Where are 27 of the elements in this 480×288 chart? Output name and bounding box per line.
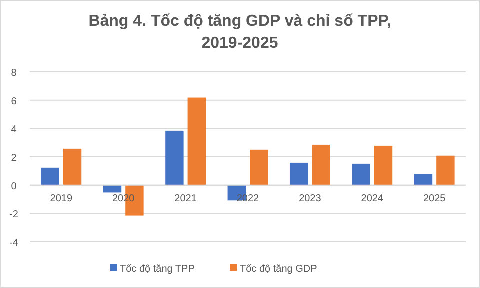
- x-tick-label: 2023: [299, 193, 322, 204]
- x-tick-label: 2025: [423, 193, 446, 204]
- y-tick-label: 4: [11, 124, 18, 136]
- bar: [63, 148, 82, 186]
- x-tick-label: 2019: [50, 193, 73, 204]
- y-tick-label: 0: [11, 181, 18, 192]
- bar: [188, 98, 206, 186]
- y-tick-label: -2: [10, 210, 19, 221]
- y-tick-label: -4: [10, 238, 19, 249]
- bar: [414, 174, 433, 186]
- x-tick-label: 2022: [236, 193, 260, 204]
- bar: [166, 130, 184, 186]
- y-tick-label: 6: [11, 96, 18, 108]
- x-tick-label: 2024: [361, 193, 384, 204]
- bar: [290, 162, 308, 186]
- y-tick-label: 8: [11, 68, 18, 79]
- bar: [352, 164, 370, 186]
- bar: [250, 150, 268, 186]
- x-tick-label: 2021: [174, 193, 198, 204]
- bar: [41, 168, 60, 186]
- legend-label: Tốc độ tăng GDP: [240, 264, 318, 275]
- bar: [436, 156, 455, 186]
- bar: [374, 146, 393, 186]
- legend-label: Tốc độ tăng TPP: [120, 264, 196, 275]
- chart-title: Bảng 4. Tốc độ tăng GDP và chỉ số TPP, 2019-2025: [88, 13, 392, 52]
- y-tick-label: 2: [11, 153, 18, 164]
- bar: [312, 144, 330, 186]
